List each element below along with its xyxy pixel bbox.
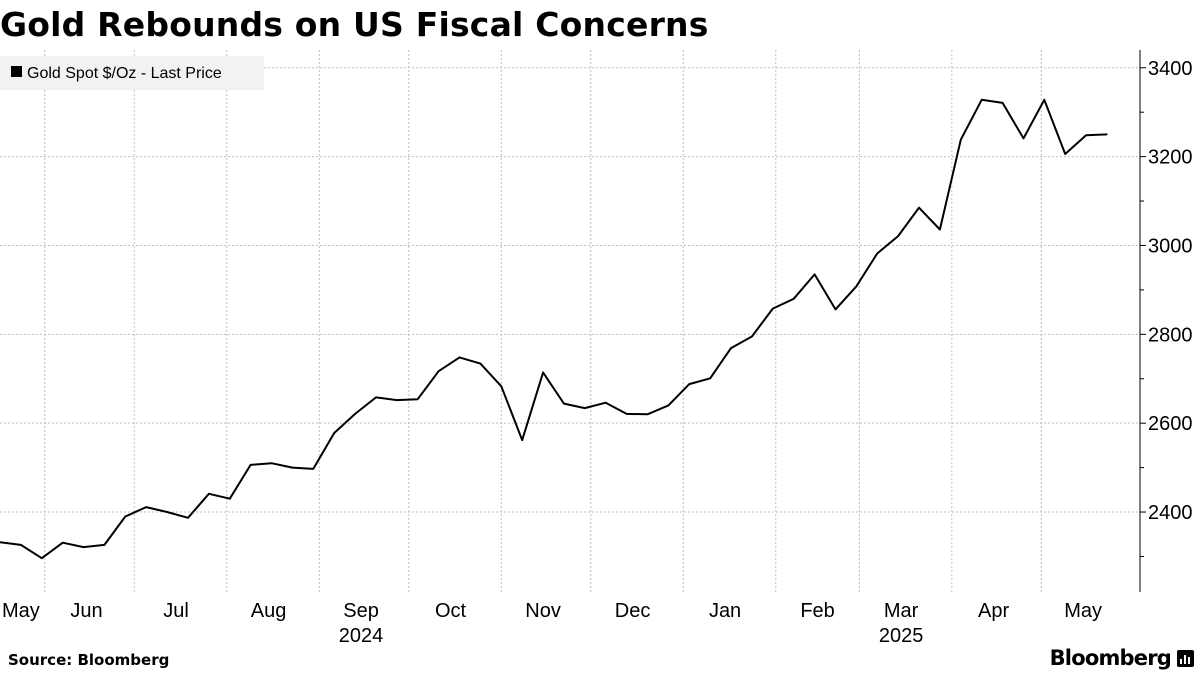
data-point [62,542,64,544]
data-point [918,207,920,209]
data-point [793,298,795,300]
data-point [0,541,1,543]
x-tick-label: Aug [251,600,287,622]
y-tick-label: 3200 [1148,147,1193,169]
x-year-label: 2025 [879,625,924,647]
data-point [855,285,858,287]
x-tick-label: Nov [525,600,561,622]
x-tick-label: Dec [615,600,651,622]
brand: Bloomberg [1050,646,1194,670]
legend-background [0,56,264,90]
data-point [229,498,231,500]
data-point [312,468,314,470]
data-point [584,407,586,409]
data-point [688,383,690,385]
data-point [1043,99,1045,101]
data-point [646,413,649,415]
data-point [458,356,461,358]
legend: Gold Spot $/Oz - Last Price [0,56,264,90]
data-point [939,228,941,231]
data-point [981,99,983,101]
gridlines [0,50,1140,592]
data-point [208,493,210,495]
y-tick-label: 2400 [1148,502,1193,524]
data-point [772,308,774,310]
y-tick-label: 3000 [1148,235,1193,257]
data-point [103,544,105,546]
data-point [270,462,273,464]
data-point [354,413,356,415]
data-point [124,515,126,518]
data-point [521,439,523,441]
x-axis: May Jun Jul Aug Sep Oct Nov Dec Jan Feb Mar Apr May 2… [2,600,1102,647]
data-point [438,370,440,372]
data-point [20,544,22,546]
data-point [897,235,899,237]
x-tick-label: Jun [70,600,102,622]
data-point [396,399,398,401]
x-tick-label: Sep [343,600,379,622]
data-point [834,308,837,310]
x-tick-label: Oct [435,600,467,622]
data-point [333,432,335,434]
data-point [605,402,607,404]
legend-swatch [11,66,22,77]
chart-title: Gold Rebounds on US Fiscal Concerns [0,5,709,44]
data-point [1002,102,1004,104]
data-point [187,517,189,519]
x-tick-label: May [1064,600,1102,622]
data-point [145,506,147,508]
x-tick-label: Mar [884,600,919,622]
data-point [730,347,732,349]
data-point [166,511,168,513]
x-tick-label: Jul [163,600,189,622]
brand-name: Bloomberg [1049,646,1172,670]
x-tick-label: Jan [709,600,741,622]
data-point [709,377,711,379]
data-point [876,252,878,255]
data-point [751,335,753,338]
bloomberg-terminal-icon [1177,649,1194,667]
y-tick-label: 2600 [1148,413,1193,435]
data-point [563,403,565,405]
data-point [250,464,252,466]
data-point [291,467,293,469]
x-tick-label: Feb [800,600,834,622]
data-point [375,396,377,398]
data-point [626,413,628,415]
data-point [417,398,419,400]
data-point [41,557,43,559]
series-layer [0,98,1108,560]
x-tick-label: May [2,600,40,622]
source-label: Source: Bloomberg [8,651,170,669]
data-point [479,363,481,365]
data-point [1064,153,1066,155]
data-point [1106,133,1108,135]
data-point [82,546,85,548]
data-point [1085,134,1087,136]
y-tick-label: 3400 [1148,58,1193,80]
data-point [814,273,816,275]
data-point [960,139,962,141]
legend-label: Gold Spot $/Oz - Last Price [27,65,222,82]
data-point [667,404,670,406]
series-line [0,98,1108,560]
x-tick-label: Apr [978,600,1009,622]
data-point [542,371,544,374]
data-point [1022,137,1025,139]
y-tick-label: 2800 [1148,324,1193,346]
data-point [500,385,502,387]
x-year-label: 2024 [339,625,384,647]
y-axis: 2400 2600 2800 3000 3200 3400 [1139,50,1193,592]
